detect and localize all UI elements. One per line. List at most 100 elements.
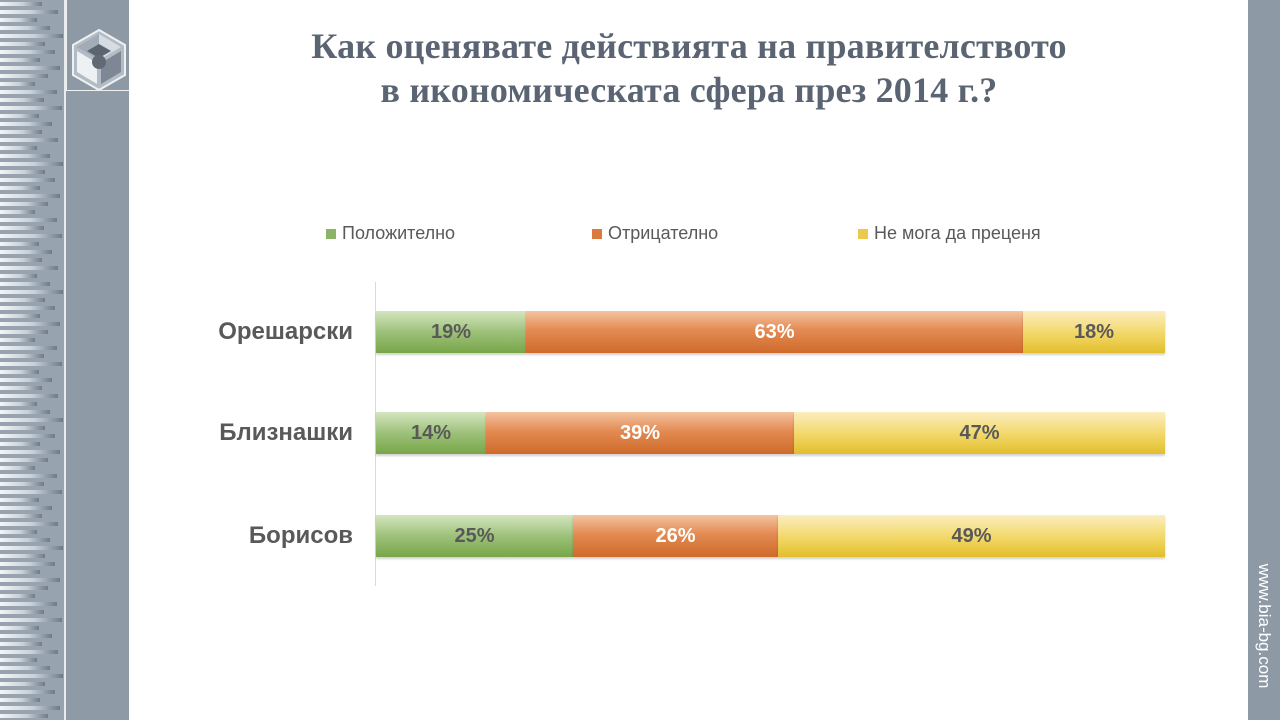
data-label: 49% [951,524,992,547]
decorative-stripe [0,594,35,598]
page-title: Как оценявате действията на правителство… [130,24,1248,112]
decorative-stripe [0,426,45,430]
decorative-stripe [0,338,35,342]
decorative-stripe [0,466,35,470]
decorative-stripe [0,402,37,406]
decorative-stripe [0,522,58,526]
legend-swatch [326,228,336,239]
decorative-stripe [0,530,37,534]
decorative-stripe [0,498,39,502]
bar-segment: 63% [526,311,1023,353]
decorative-stripe [0,394,58,398]
decorative-stripe [0,282,50,286]
legend-label: Положително [342,223,456,243]
right-decorative-band [1248,0,1280,720]
logo-box [66,0,129,92]
decorative-stripe [0,34,63,38]
decorative-stripe [0,2,42,6]
decorative-stripe [0,114,39,118]
decorative-stripe [0,74,48,78]
decorative-stripe [0,202,48,206]
bar-segment: 19% [376,311,526,353]
title-line-1: Как оценявате действията на правителство… [311,26,1067,66]
decorative-stripe [0,146,37,150]
category-label: Борисов [248,522,353,549]
stripe-column [0,0,66,720]
decorative-stripe [0,362,62,366]
data-label: 14% [410,421,452,444]
decorative-stripe [0,482,44,486]
decorative-stripe [0,210,35,214]
decorative-stripe [0,354,44,358]
legend-item: Положително [326,223,455,244]
decorative-stripe [0,546,63,550]
decorative-stripe [0,306,55,310]
bar-segment: 39% [486,412,794,454]
decorative-stripe [0,554,45,558]
decorative-stripe [0,242,39,246]
decorative-stripe [0,698,40,702]
website-url[interactable]: www.bia-bg.com [1255,563,1274,689]
decorative-stripe [0,434,55,438]
data-label: 47% [959,421,1000,444]
decorative-stripe [0,642,42,646]
decorative-stripe [0,226,44,230]
decorative-stripe [0,490,62,494]
decorative-stripe [0,234,62,238]
decorative-stripe [0,162,63,166]
decorative-stripe [0,330,48,334]
decorative-stripe [0,570,40,574]
category-axis-line [375,282,376,586]
decorative-stripe [0,674,63,678]
category-label: Близнашки [219,419,353,446]
legend-swatch [592,228,602,239]
decorative-stripe [0,250,52,254]
decorative-stripe [0,506,52,510]
decorative-stripe [0,450,60,454]
data-label: 26% [655,524,696,547]
decorative-stripe [0,618,62,622]
decorative-stripe [0,18,37,22]
data-label: 39% [619,421,661,444]
decorative-stripe [0,410,50,414]
decorative-stripe [0,26,50,30]
decorative-stripe [0,418,63,422]
decorative-stripe [0,58,40,62]
decorative-stripe [0,586,48,590]
decorative-stripe [0,50,55,54]
decorative-stripe [0,458,48,462]
decorative-stripe [0,578,60,582]
legend-label: Не мога да преценя [874,223,1041,243]
data-label: 63% [754,320,795,343]
decorative-stripe [0,442,40,446]
decorative-stripe [0,370,39,374]
decorative-stripe [0,314,40,318]
title-line-2: в икономическата сфера през 2014 г.? [380,70,998,110]
decorative-stripe [0,562,55,566]
legend-swatch [858,228,868,239]
decorative-stripe [0,626,39,630]
chart-legend: Положително Отрицателно Не мога да преценя [0,223,1280,247]
bar-segment: 26% [573,515,778,557]
decorative-stripe [0,514,42,518]
decorative-stripe [0,298,45,302]
bia-logo-icon [72,28,126,92]
decorative-stripe [0,378,52,382]
bar-segment: 25% [376,515,573,557]
decorative-stripe [0,138,58,142]
decorative-stripe [0,154,50,158]
decorative-stripe [0,218,57,222]
decorative-stripe [0,474,57,478]
decorative-stripe [0,90,57,94]
decorative-stripe [0,122,52,126]
decorative-stripe [0,658,37,662]
bar-segment: 18% [1023,311,1165,353]
decorative-stripe [0,194,60,198]
decorative-stripe [0,258,42,262]
decorative-stripe [0,346,57,350]
legend-label: Отрицателно [608,223,719,243]
decorative-stripe [0,186,40,190]
decorative-stripe [0,682,45,686]
bar-segment: 14% [376,412,486,454]
decorative-stripe [0,266,58,270]
